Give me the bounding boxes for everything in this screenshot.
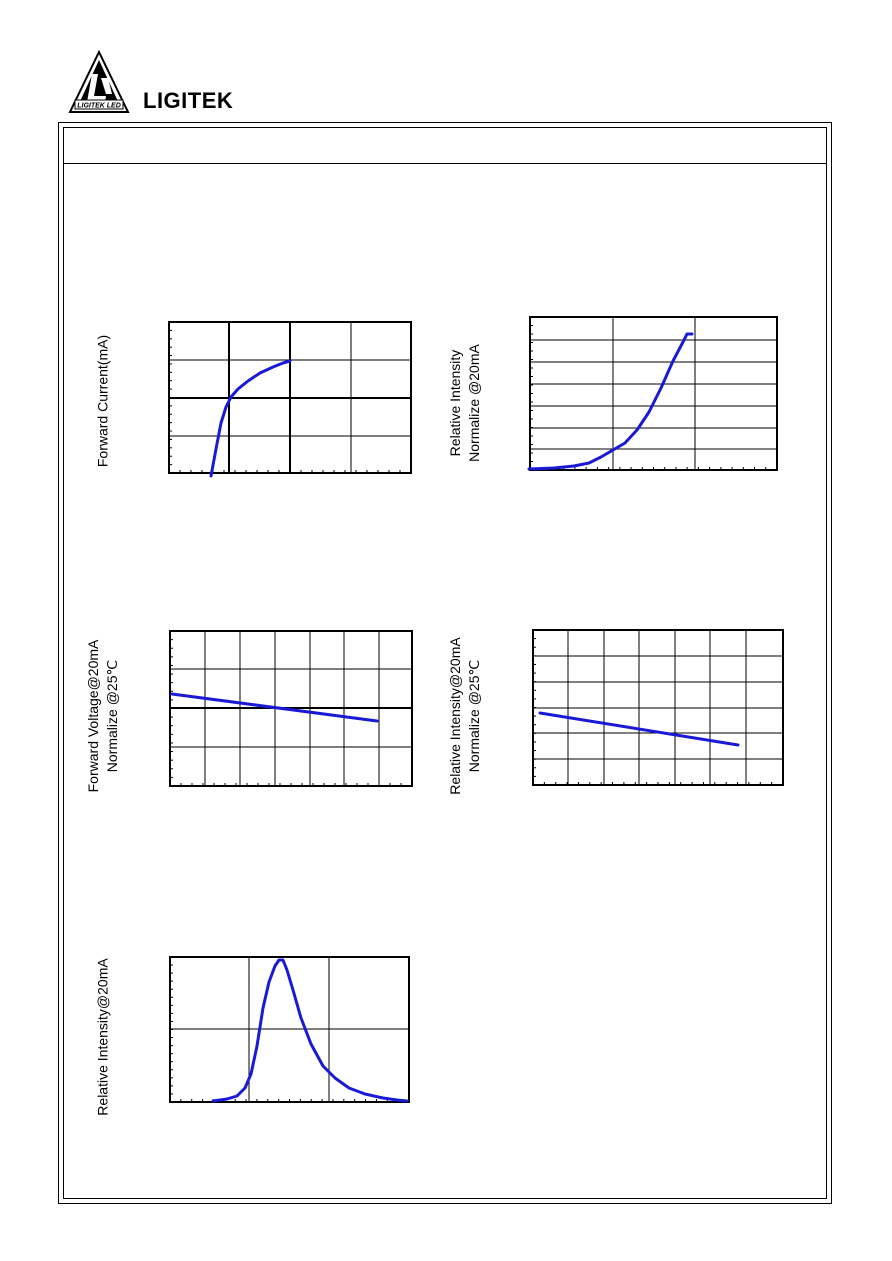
chart-relative-intensity-temperature	[532, 629, 784, 786]
curve-spectrum	[211, 958, 409, 1103]
chart-grid	[168, 321, 412, 474]
curve-relative-intensity-temperature	[538, 711, 740, 747]
curve-forward-current	[209, 359, 292, 478]
chart-forward-current	[168, 321, 412, 478]
brand-name: LIGITEK	[143, 88, 234, 113]
page-frame-inner	[63, 127, 827, 1199]
curve-forward-voltage-temperature	[170, 692, 379, 723]
chart-forward-voltage-temperature	[169, 630, 413, 787]
ylabel-relative-intensity-1: Relative Intensity Normalize @20mA	[447, 344, 482, 462]
chart-grid	[532, 629, 784, 786]
page-frame-outer	[58, 122, 832, 1204]
ylabel-relative-intensity-2: Relative Intensity@20mA Normalize @25℃	[447, 637, 482, 795]
axis-minor-ticks	[170, 639, 402, 786]
title-divider	[63, 163, 827, 164]
chart-grid	[169, 630, 413, 787]
ligitek-logo: LIGITEK LED	[68, 50, 130, 113]
chart-spectrum	[169, 956, 410, 1103]
chart-grid	[529, 316, 778, 471]
chart-relative-intensity-current	[527, 316, 778, 471]
ylabel-forward-current: Forward Current(mA)	[94, 334, 111, 468]
logo-text: LIGITEK LED	[77, 103, 121, 110]
axis-minor-ticks	[533, 638, 773, 785]
ylabel-spectrum: Relative Intensity@20mA	[94, 958, 111, 1116]
axis-minor-ticks	[530, 325, 767, 470]
curve-relative-intensity-current	[527, 332, 694, 471]
axis-minor-ticks	[170, 964, 399, 1102]
ylabel-forward-voltage: Forward Voltage@20mA Normalize @25℃	[85, 639, 120, 793]
